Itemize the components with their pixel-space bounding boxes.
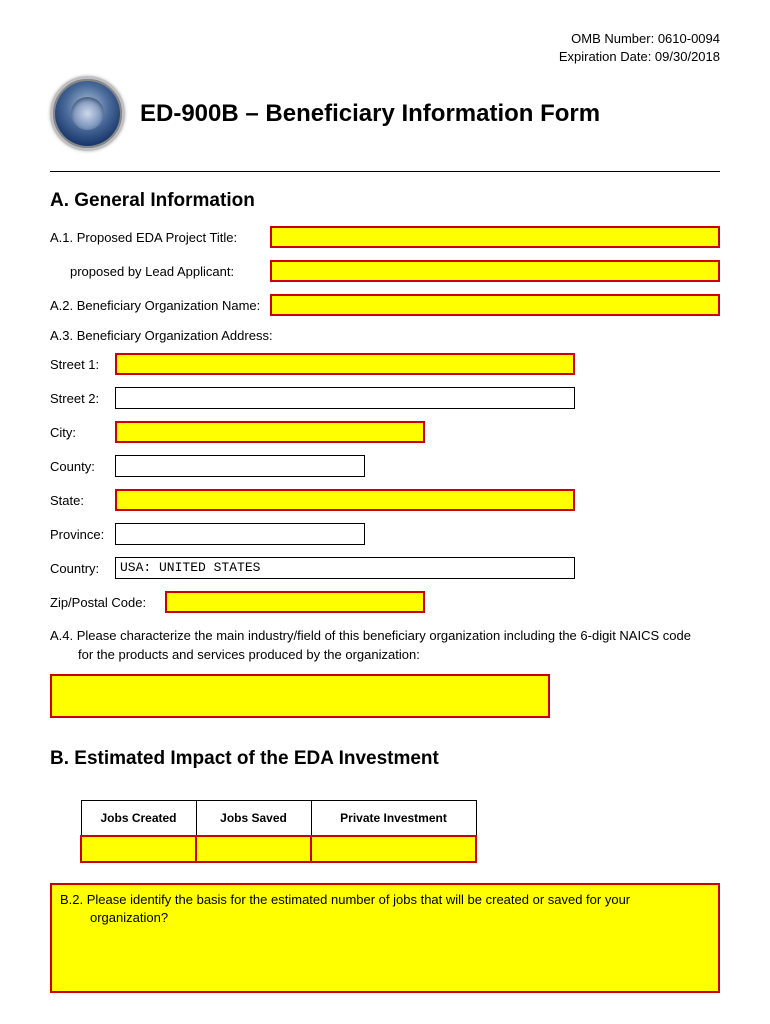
province-label: Province: (50, 527, 115, 542)
impact-jobs-created-input[interactable] (81, 836, 196, 862)
row-province: Province: (50, 523, 720, 545)
section-b-heading: B. Estimated Impact of the EDA Investmen… (50, 748, 720, 770)
a4-line2: for the products and services produced b… (50, 646, 720, 664)
form-title: ED-900B – Beneficiary Information Form (140, 100, 600, 128)
country-label: Country: (50, 561, 115, 576)
province-input[interactable] (115, 523, 365, 545)
impact-col-jobs-saved: Jobs Saved (196, 800, 311, 836)
street2-label: Street 2: (50, 391, 115, 406)
title-rule (50, 171, 720, 172)
row-a2: A.2. Beneficiary Organization Name: (50, 294, 720, 316)
b2-line1: B.2. Please identify the basis for the e… (60, 892, 630, 907)
state-input[interactable] (115, 489, 575, 511)
country-input[interactable]: USA: UNITED STATES (115, 557, 575, 579)
zip-input[interactable] (165, 591, 425, 613)
a3-label: A.3. Beneficiary Organization Address: (50, 328, 720, 343)
row-state: State: (50, 489, 720, 511)
county-input[interactable] (115, 455, 365, 477)
a4-line1: A.4. Please characterize the main indust… (50, 628, 691, 643)
county-label: County: (50, 459, 115, 474)
row-country: Country: USA: UNITED STATES (50, 557, 720, 579)
zip-label: Zip/Postal Code: (50, 595, 165, 610)
state-label: State: (50, 493, 115, 508)
impact-col-jobs-created: Jobs Created (81, 800, 196, 836)
row-zip: Zip/Postal Code: (50, 591, 720, 613)
city-label: City: (50, 425, 115, 440)
expiration-date: Expiration Date: 09/30/2018 (50, 48, 720, 66)
b2-basis-box[interactable]: B.2. Please identify the basis for the e… (50, 883, 720, 993)
a4-label: A.4. Please characterize the main indust… (50, 627, 720, 663)
omb-number: OMB Number: 0610-0094 (50, 30, 720, 48)
title-row: ED-900B – Beneficiary Information Form (50, 76, 720, 151)
header-meta: OMB Number: 0610-0094 Expiration Date: 0… (50, 30, 720, 66)
a4-naics-input[interactable] (50, 674, 550, 718)
street2-input[interactable] (115, 387, 575, 409)
agency-seal-icon (50, 76, 125, 151)
impact-table: Jobs Created Jobs Saved Private Investme… (80, 800, 477, 863)
a1-label: A.1. Proposed EDA Project Title: (50, 230, 270, 245)
section-a-heading: A. General Information (50, 190, 720, 212)
row-city: City: (50, 421, 720, 443)
a1-project-title-input[interactable] (270, 226, 720, 248)
row-a1-sub: proposed by Lead Applicant: (50, 260, 720, 282)
row-a1: A.1. Proposed EDA Project Title: (50, 226, 720, 248)
a1-sub-label: proposed by Lead Applicant: (70, 264, 270, 279)
impact-col-private-investment: Private Investment (311, 800, 476, 836)
impact-jobs-saved-input[interactable] (196, 836, 311, 862)
row-street2: Street 2: (50, 387, 720, 409)
street1-input[interactable] (115, 353, 575, 375)
city-input[interactable] (115, 421, 425, 443)
street1-label: Street 1: (50, 357, 115, 372)
impact-private-investment-input[interactable] (311, 836, 476, 862)
row-street1: Street 1: (50, 353, 720, 375)
row-county: County: (50, 455, 720, 477)
a1-lead-applicant-input[interactable] (270, 260, 720, 282)
a2-org-name-input[interactable] (270, 294, 720, 316)
a2-label: A.2. Beneficiary Organization Name: (50, 298, 270, 313)
b2-line2: organization? (60, 909, 710, 927)
